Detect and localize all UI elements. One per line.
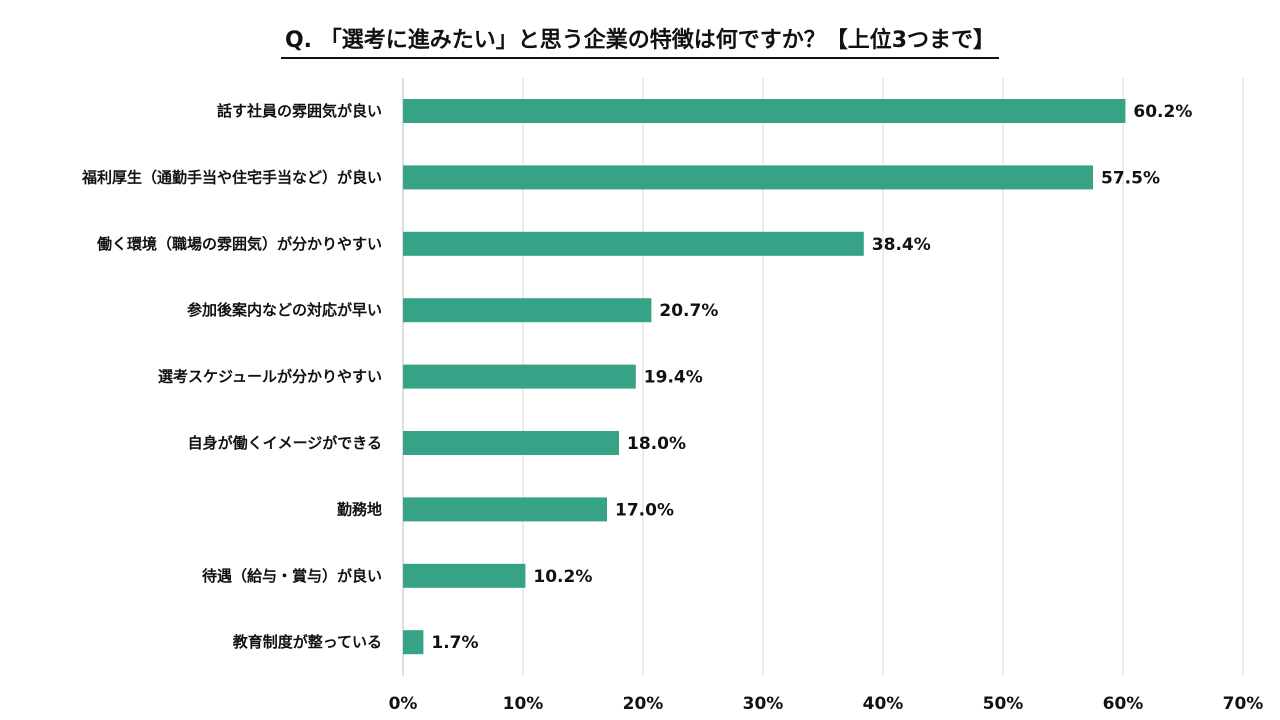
x-tick-label: 60%: [1103, 694, 1144, 714]
category-label: 選考スケジュールが分かりやすい: [158, 368, 382, 386]
data-label: 57.5%: [1101, 168, 1160, 188]
chart-title: Q. 「選考に進みたい」と思う企業の特徴は何ですか？【上位3つまで】: [0, 22, 1280, 59]
category-label: 待遇（給与・賞与）が良い: [202, 567, 382, 585]
data-label: 20.7%: [659, 301, 718, 321]
bar: [403, 364, 636, 389]
category-label: 勤務地: [337, 500, 382, 518]
bar: [403, 298, 652, 323]
data-label: 1.7%: [431, 633, 478, 653]
x-tick-label: 50%: [983, 694, 1024, 714]
bar: [403, 99, 1126, 123]
bar: [403, 231, 864, 256]
bar: [403, 431, 619, 455]
category-label: 話す社員の雰囲気が良い: [217, 102, 382, 120]
x-tick-label: 20%: [623, 694, 664, 714]
category-label: 自身が働くイメージができる: [188, 434, 382, 452]
x-tick-label: 10%: [503, 694, 544, 714]
x-tick-label: 30%: [743, 694, 784, 714]
bar: [403, 497, 607, 522]
data-label: 19.4%: [644, 368, 703, 388]
x-tick-label: 0%: [389, 694, 418, 714]
category-label: 働く環境（職場の雰囲気）が分かりやすい: [96, 235, 382, 253]
data-label: 60.2%: [1133, 102, 1192, 122]
data-label: 18.0%: [627, 434, 686, 454]
bar: [403, 630, 424, 655]
bar: [403, 165, 1093, 190]
category-label: 福利厚生（通勤手当や住宅手当など）が良い: [81, 168, 382, 186]
data-label: 10.2%: [533, 567, 592, 587]
chart-title-text: Q. 「選考に進みたい」と思う企業の特徴は何ですか？【上位3つまで】: [280, 22, 1000, 59]
data-label: 38.4%: [872, 235, 931, 255]
category-label: 教育制度が整っている: [232, 633, 382, 651]
data-label: 17.0%: [615, 500, 674, 520]
x-tick-label: 70%: [1223, 694, 1264, 714]
x-tick-label: 40%: [863, 694, 904, 714]
category-label: 参加後案内などの対応が早い: [187, 301, 382, 319]
bar: [403, 563, 526, 588]
